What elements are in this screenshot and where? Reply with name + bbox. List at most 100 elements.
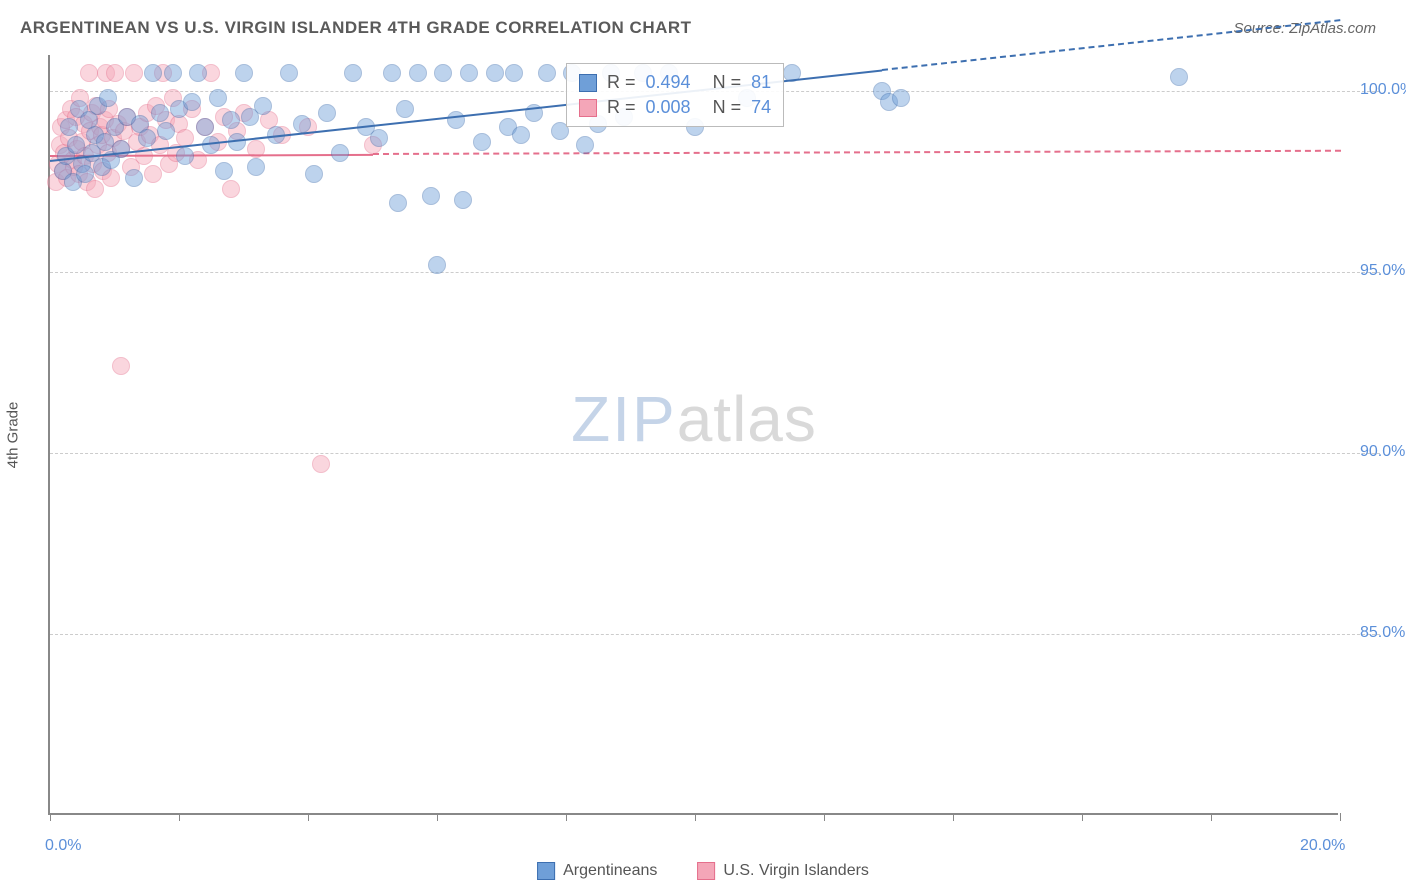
data-point (125, 169, 143, 187)
legend-item-usvi: U.S. Virgin Islanders (697, 862, 869, 880)
x-tick (566, 813, 567, 821)
data-point (202, 136, 220, 154)
data-point (222, 180, 240, 198)
y-tick-label: 85.0% (1360, 624, 1406, 642)
y-tick-label: 100.0% (1360, 81, 1406, 99)
x-tick (1082, 813, 1083, 821)
x-tick (695, 813, 696, 821)
x-tick (824, 813, 825, 821)
data-point (280, 64, 298, 82)
data-point (318, 104, 336, 122)
data-point (196, 118, 214, 136)
stats-n-label: N = (713, 72, 742, 93)
x-tick-label: 20.0% (1300, 837, 1345, 855)
data-point (473, 133, 491, 151)
data-point (434, 64, 452, 82)
stats-n-label: N = (713, 97, 742, 118)
data-point (486, 64, 504, 82)
stats-row: R = 0.494 N = 81 (579, 70, 771, 95)
data-point (383, 64, 401, 82)
x-tick (308, 813, 309, 821)
data-point (428, 256, 446, 274)
chart-title: ARGENTINEAN VS U.S. VIRGIN ISLANDER 4TH … (20, 18, 692, 38)
data-point (189, 64, 207, 82)
data-point (1170, 68, 1188, 86)
data-point (396, 100, 414, 118)
data-point (157, 122, 175, 140)
x-tick (953, 813, 954, 821)
chart-header: ARGENTINEAN VS U.S. VIRGIN ISLANDER 4TH … (0, 0, 1406, 48)
gridline (50, 634, 1380, 635)
data-point (447, 111, 465, 129)
legend-label: U.S. Virgin Islanders (723, 862, 869, 880)
data-point (331, 144, 349, 162)
y-tick-label: 95.0% (1360, 262, 1406, 280)
chart-container: 4th Grade ZIPatlas 85.0%90.0%95.0%100.0%… (48, 55, 1378, 815)
data-point (454, 191, 472, 209)
legend-swatch-icon (697, 862, 715, 880)
x-tick (50, 813, 51, 821)
plot-area: ZIPatlas 85.0%90.0%95.0%100.0%0.0%20.0%R… (48, 55, 1338, 815)
data-point (254, 97, 272, 115)
legend-item-argentineans: Argentineans (537, 862, 657, 880)
x-tick (1340, 813, 1341, 821)
x-tick (437, 813, 438, 821)
data-point (460, 64, 478, 82)
y-tick-label: 90.0% (1360, 443, 1406, 461)
stats-r-value: 0.494 (646, 72, 691, 93)
stats-n-value: 81 (751, 72, 771, 93)
stats-r-value: 0.008 (646, 97, 691, 118)
data-point (80, 64, 98, 82)
watermark: ZIPatlas (571, 382, 817, 456)
data-point (247, 158, 265, 176)
data-point (144, 64, 162, 82)
data-point (576, 136, 594, 154)
data-point (106, 64, 124, 82)
data-point (164, 64, 182, 82)
data-point (305, 165, 323, 183)
x-tick (1211, 813, 1212, 821)
data-point (409, 64, 427, 82)
data-point (222, 111, 240, 129)
data-point (389, 194, 407, 212)
stats-n-value: 74 (751, 97, 771, 118)
data-point (512, 126, 530, 144)
legend-label: Argentineans (563, 862, 657, 880)
y-axis-label: 4th Grade (5, 402, 22, 469)
data-point (112, 140, 130, 158)
data-point (183, 93, 201, 111)
data-point (215, 162, 233, 180)
stats-swatch-icon (579, 99, 597, 117)
data-point (112, 357, 130, 375)
data-point (138, 129, 156, 147)
x-tick-label: 0.0% (45, 837, 81, 855)
data-point (370, 129, 388, 147)
legend-swatch-icon (537, 862, 555, 880)
watermark-atlas: atlas (677, 383, 817, 455)
trend-line-extrapolated (372, 150, 1340, 155)
data-point (60, 118, 78, 136)
data-point (505, 64, 523, 82)
gridline (50, 453, 1380, 454)
data-point (538, 64, 556, 82)
data-point (235, 64, 253, 82)
data-point (151, 104, 169, 122)
data-point (125, 64, 143, 82)
data-point (176, 147, 194, 165)
data-point (892, 89, 910, 107)
data-point (99, 89, 117, 107)
data-point (209, 89, 227, 107)
data-point (293, 115, 311, 133)
stats-row: R = 0.008 N = 74 (579, 95, 771, 120)
legend: Argentineans U.S. Virgin Islanders (537, 862, 869, 880)
data-point (144, 165, 162, 183)
gridline (50, 272, 1380, 273)
stats-r-label: R = (607, 97, 636, 118)
data-point (312, 455, 330, 473)
stats-r-label: R = (607, 72, 636, 93)
watermark-zip: ZIP (571, 383, 677, 455)
data-point (422, 187, 440, 205)
stats-box: R = 0.494 N = 81 R = 0.008 N = 74 (566, 63, 784, 127)
data-point (344, 64, 362, 82)
stats-swatch-icon (579, 74, 597, 92)
